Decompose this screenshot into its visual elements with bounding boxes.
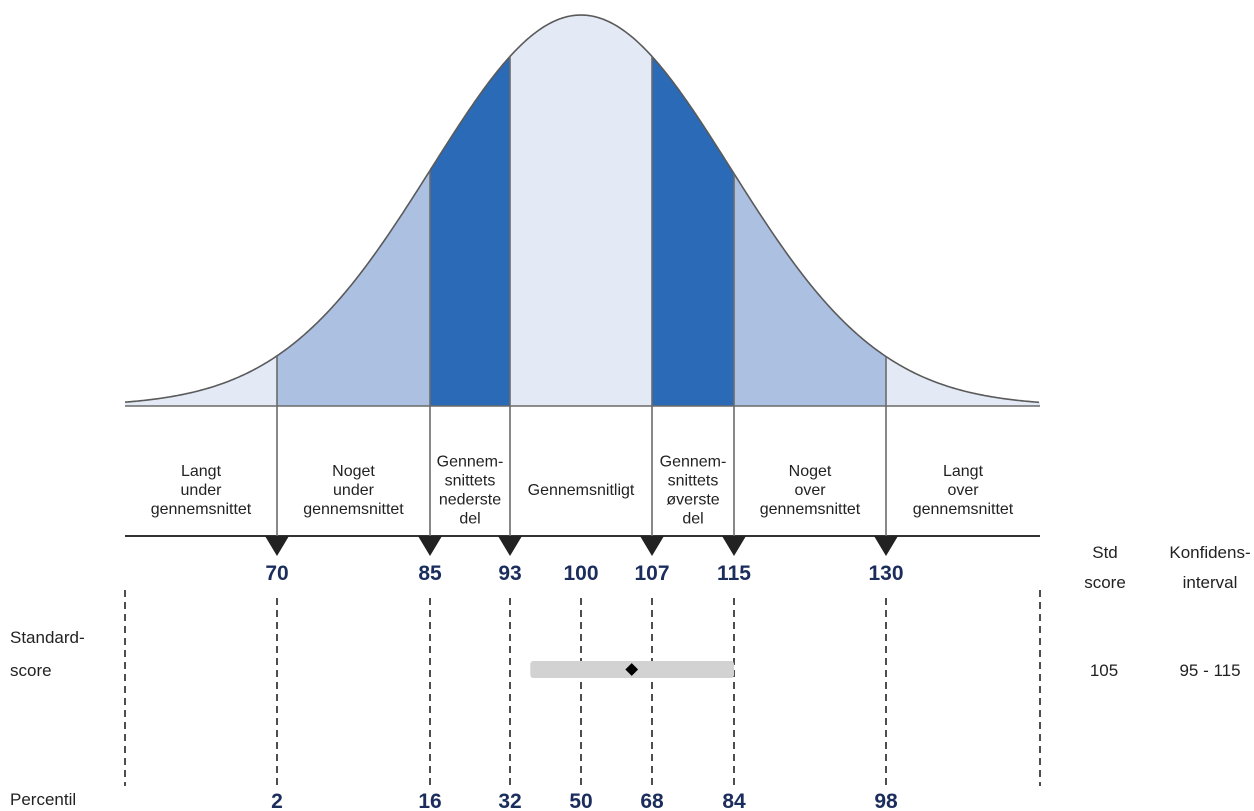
- result-std-score: 105: [1090, 661, 1118, 680]
- category-label: øverste: [666, 492, 719, 509]
- std-score-tick-label: 70: [265, 562, 288, 585]
- std-score-header-line1: Std: [1092, 543, 1118, 562]
- category-label: under: [333, 482, 375, 499]
- category-label: under: [181, 482, 223, 499]
- curve-region-5: [652, 56, 734, 406]
- percentile-tick-label: 84: [722, 790, 746, 811]
- tick-marker: [418, 536, 442, 556]
- category-label: Gennemsnitligt: [528, 482, 635, 499]
- std-score-tick-label: 107: [634, 562, 669, 585]
- tick-marker: [265, 536, 289, 556]
- category-label: Langt: [943, 463, 984, 480]
- category-label: nederste: [439, 492, 501, 509]
- curve-region-6: [734, 173, 886, 406]
- std-score-tick-label: 130: [868, 562, 903, 585]
- category-labels: Langt under gennemsnittet Noget under gennems…: [151, 454, 1014, 528]
- tick-marker: [640, 536, 664, 556]
- category-label: Noget: [332, 463, 375, 480]
- category-label: over: [947, 482, 979, 499]
- percentile-row-label: Percentil: [10, 790, 76, 809]
- category-label: Gennem-: [437, 454, 504, 471]
- category-label: gennemsnittet: [913, 501, 1014, 518]
- score-tick-markers: [265, 536, 898, 556]
- curve-region-2: [277, 170, 430, 406]
- percentile-tick-labels: 2 16 32 50 68 84 98: [271, 790, 898, 811]
- confidence-interval-header-line1: Konfidens-: [1169, 543, 1250, 562]
- percentile-tick-label: 2: [271, 790, 283, 811]
- percentile-tick-label: 98: [874, 790, 898, 811]
- percentile-tick-label: 32: [498, 790, 521, 811]
- standard-score-row-label-line1: Standard-: [10, 628, 85, 647]
- std-score-tick-label: 93: [498, 562, 521, 585]
- tick-marker: [498, 536, 522, 556]
- category-label: del: [459, 511, 480, 528]
- tick-marker: [874, 536, 898, 556]
- std-score-tick-label: 100: [563, 562, 598, 585]
- category-label: gennemsnittet: [151, 501, 252, 518]
- standard-score-row-label-line2: score: [10, 661, 52, 680]
- category-label: gennemsnittet: [303, 501, 404, 518]
- std-score-tick-label: 115: [717, 562, 751, 585]
- category-separators: [276, 56, 887, 536]
- curve-region-4: [510, 15, 652, 406]
- category-label: snittets: [445, 473, 496, 490]
- confidence-interval-header-line2: interval: [1183, 573, 1238, 592]
- curve-region-3: [430, 56, 510, 406]
- result-confidence-interval: 95 - 115: [1179, 661, 1240, 680]
- category-label: del: [682, 511, 703, 528]
- category-label: Langt: [181, 463, 222, 480]
- category-label: Gennem-: [660, 454, 727, 471]
- percentile-tick-label: 50: [569, 790, 592, 811]
- category-label: Noget: [789, 463, 832, 480]
- dashed-guides: [124, 590, 1041, 786]
- tick-marker: [722, 536, 746, 556]
- curve-region-7: [886, 356, 1040, 406]
- curve-regions: [125, 15, 1040, 406]
- std-score-tick-label: 85: [418, 562, 442, 585]
- percentile-tick-label: 16: [418, 790, 441, 811]
- curve-region-1: [125, 355, 277, 406]
- category-label: gennemsnittet: [760, 501, 861, 518]
- std-score-header-line2: score: [1084, 573, 1126, 592]
- percentile-tick-label: 68: [640, 790, 664, 811]
- category-label: snittets: [668, 473, 719, 490]
- category-label: over: [794, 482, 826, 499]
- standard-score-tick-labels: 70 85 93 100 107 115 130: [265, 562, 903, 585]
